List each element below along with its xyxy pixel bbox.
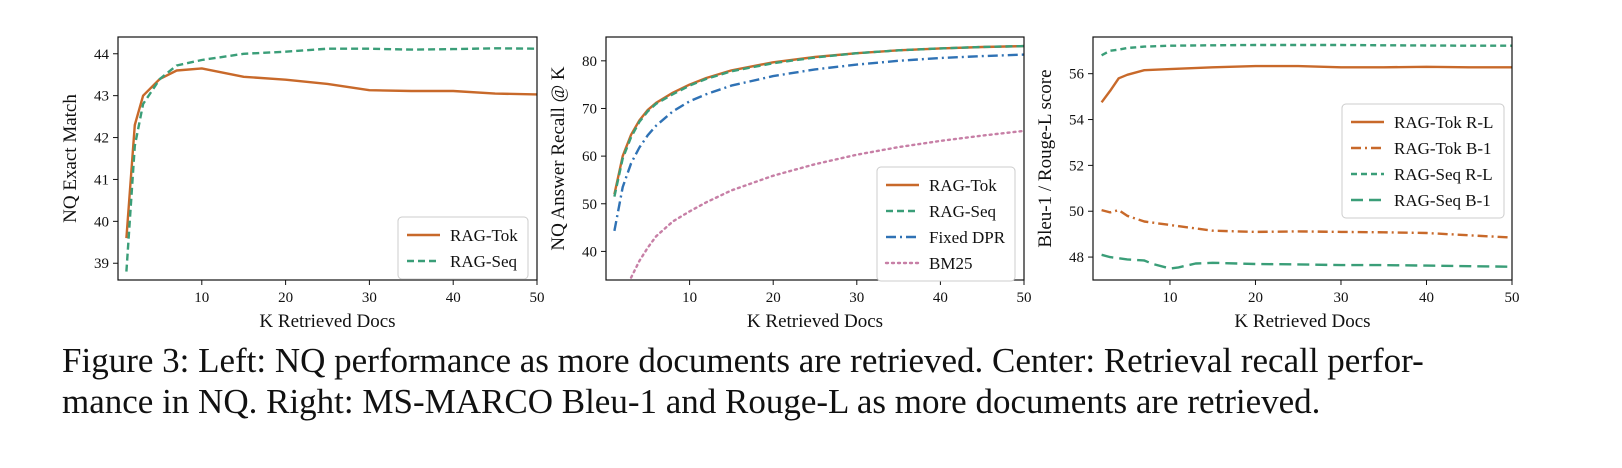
legend-box <box>876 166 1016 282</box>
x-tick-label: 40 <box>933 290 948 306</box>
y-axis-label: NQ Exact Match <box>60 94 81 223</box>
series-line-bm25 <box>629 129 1024 279</box>
legend-box <box>397 216 529 280</box>
x-axis-label: K Retrieved Docs <box>747 311 883 332</box>
legend-label-rag-seq: RAG-Seq <box>929 202 997 221</box>
y-tick-label: 54 <box>1069 113 1085 129</box>
y-tick-label: 70 <box>582 101 597 117</box>
y-tick-label: 41 <box>94 172 109 188</box>
y-tick-label: 39 <box>94 256 109 272</box>
y-tick-label: 43 <box>94 89 109 105</box>
legend-label-rag-tok: RAG-Tok <box>929 176 997 195</box>
y-tick-label: 56 <box>1069 67 1085 83</box>
plot-frame <box>1092 36 1513 281</box>
legend-label-bm25: BM25 <box>929 254 972 273</box>
y-tick-label: 48 <box>1069 250 1084 266</box>
y-tick-label: 50 <box>582 197 597 213</box>
y-tick-label: 40 <box>94 214 109 230</box>
x-tick-label: 30 <box>362 290 377 306</box>
legend: RAG-Tok RAG-Seq <box>397 216 529 280</box>
x-tick-label: 40 <box>1419 290 1434 306</box>
figure-plots: 10 20 30 40 50 39 40 41 42 43 44 K Retrieved Docs NQ… <box>60 36 1520 332</box>
series-line-fixed-dpr <box>613 53 1024 232</box>
x-tick-label: 20 <box>766 290 781 306</box>
chart-panel-2: 10 20 30 40 50 40 50 60 70 80 K Retrieved Docs NQ A… <box>548 36 1032 332</box>
series-line-rag-tok-r-l <box>1100 64 1512 104</box>
legend-label-rag-seq: RAG-Seq <box>450 252 518 271</box>
y-tick-label: 42 <box>94 131 109 147</box>
series-line-rag-tok-b-1 <box>1101 208 1512 239</box>
x-tick-label: 20 <box>1248 290 1263 306</box>
series-line-rag-seq-r-l <box>1101 43 1512 57</box>
x-tick-label: 50 <box>1505 290 1520 306</box>
x-tick-label: 10 <box>682 290 697 306</box>
legend: RAG-Tok R-L RAG-Tok B-1 RAG-Seq R-L RAG-Seq… <box>1341 103 1505 219</box>
y-axis-label: Bleu-1 / Rouge-L score <box>1035 69 1056 247</box>
x-tick-label: 30 <box>1333 290 1348 306</box>
chart-panel-1: 10 20 30 40 50 39 40 41 42 43 44 K Retrieved Docs NQ… <box>60 36 545 332</box>
x-tick-label: 10 <box>1162 290 1177 306</box>
x-tick-label: 50 <box>530 290 545 306</box>
legend-label-rag-tok: RAG-Tok <box>450 226 518 245</box>
chart-panel-3: 10 20 30 40 50 48 50 52 54 56 K Retrieved Docs Bleu… <box>1035 36 1520 332</box>
caption-line-1: Figure 3: Left: NQ performance as more d… <box>62 341 1424 380</box>
y-tick-label: 40 <box>582 244 597 260</box>
x-tick-label: 20 <box>278 290 293 306</box>
legend-box <box>1341 103 1505 219</box>
y-tick-label: 80 <box>582 54 597 70</box>
legend-label-rag-tok-r-l: RAG-Tok R-L <box>1394 113 1493 132</box>
legend: RAG-Tok RAG-Seq Fixed DPR BM25 <box>876 166 1016 282</box>
x-tick-label: 50 <box>1017 290 1032 306</box>
caption-line-2: mance in NQ. Right: MS-MARCO Bleu-1 and … <box>62 382 1321 421</box>
legend-label-rag-tok-b-1: RAG-Tok B-1 <box>1394 139 1492 158</box>
y-tick-label: 60 <box>582 149 597 165</box>
x-tick-label: 30 <box>849 290 864 306</box>
plot-frame <box>117 36 538 281</box>
x-axis-label: K Retrieved Docs <box>259 311 395 332</box>
x-tick-label: 10 <box>194 290 209 306</box>
x-tick-label: 40 <box>446 290 461 306</box>
y-tick-label: 44 <box>94 47 110 63</box>
series-line-rag-seq <box>125 47 537 272</box>
legend-label-fixed-dpr: Fixed DPR <box>929 228 1006 247</box>
x-axis-label: K Retrieved Docs <box>1234 311 1370 332</box>
legend-label-rag-seq-b-1: RAG-Seq B-1 <box>1394 191 1491 210</box>
legend-label-rag-seq-r-l: RAG-Seq R-L <box>1394 165 1493 184</box>
series-line-rag-seq <box>613 44 1024 197</box>
figure-caption: Figure 3: Left: NQ performance as more d… <box>62 340 1582 422</box>
series-line-rag-seq-b-1 <box>1101 253 1512 270</box>
plot-frame <box>605 36 1025 281</box>
y-axis-label: NQ Answer Recall @ K <box>548 66 569 251</box>
y-tick-label: 52 <box>1069 158 1084 174</box>
y-tick-label: 50 <box>1069 204 1084 220</box>
series-line-rag-tok <box>125 67 537 239</box>
